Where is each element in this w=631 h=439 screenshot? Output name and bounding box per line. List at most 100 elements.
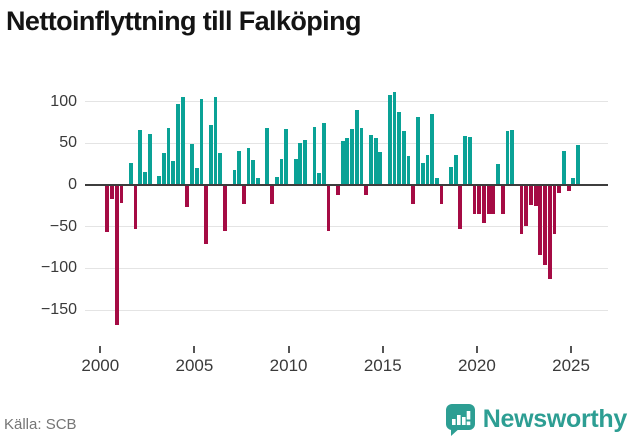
bar-2012q4 [340, 140, 345, 185]
bar-2021q2 [500, 186, 505, 215]
bar-2014q1 [364, 186, 369, 196]
bar-2000q4 [114, 186, 119, 326]
gridline [85, 267, 608, 269]
bar-2005q4 [208, 125, 213, 185]
bar-2025q1 [571, 177, 576, 185]
bar-2011q3 [317, 172, 322, 185]
bar-2017q4 [434, 177, 439, 185]
bar-2000q3 [110, 186, 114, 199]
bar-2007q1 [232, 170, 237, 185]
zero-axis-line [85, 184, 608, 186]
plot-area [85, 85, 608, 340]
bar-2013q3 [354, 110, 359, 185]
bar-2005q3 [204, 186, 209, 245]
bar-2014q4 [378, 151, 383, 185]
bar-2017q1 [420, 162, 425, 185]
bar-2015q4 [397, 111, 402, 185]
bar-2009q2 [274, 176, 279, 185]
bar-2003q4 [171, 160, 176, 185]
x-tick-mark [193, 346, 196, 353]
bar-2025q2 [576, 145, 580, 185]
bar-2019q1 [458, 186, 463, 230]
x-tick-label: 2005 [175, 356, 214, 375]
bar-2011q2 [312, 126, 317, 185]
bar-2023q3 [543, 186, 547, 266]
bar-2012q3 [336, 186, 340, 196]
bar-2023q2 [538, 186, 543, 256]
bar-2020q1 [477, 186, 482, 215]
bar-2016q1 [401, 130, 406, 185]
gridline [85, 226, 608, 228]
bar-2001q3 [128, 163, 133, 185]
y-tick-label: −100 [40, 259, 77, 277]
y-tick-label: −50 [49, 217, 77, 235]
bar-2004q4 [190, 144, 194, 185]
bar-2021q1 [496, 164, 500, 185]
bar-2002q1 [138, 130, 143, 185]
bar-2008q2 [256, 178, 260, 185]
bar-2024q2 [557, 186, 562, 193]
bar-2001q1 [119, 186, 124, 203]
bar-2017q3 [430, 114, 435, 185]
bar-2016q3 [411, 186, 416, 204]
bar-2023q4 [547, 186, 552, 279]
bar-2002q2 [143, 171, 147, 185]
x-tick-mark [475, 346, 478, 353]
x-tick-label: 2015 [363, 356, 402, 375]
x-tick-mark [381, 346, 384, 353]
bar-2006q3 [223, 186, 227, 231]
bar-2023q1 [533, 186, 538, 206]
bar-2013q1 [345, 137, 350, 185]
bar-2020q2 [482, 186, 486, 223]
bar-2002q3 [147, 134, 152, 185]
bar-2024q4 [566, 186, 571, 191]
bar-2007q2 [237, 150, 241, 185]
gridline [85, 309, 608, 311]
bar-2006q2 [218, 153, 223, 185]
bar-2014q3 [373, 137, 378, 185]
bar-2019q2 [463, 135, 467, 185]
bar-2012q1 [326, 186, 331, 231]
bar-2000q2 [105, 186, 110, 232]
x-tick-label: 2020 [457, 356, 496, 375]
bar-2019q3 [467, 136, 472, 185]
bar-2017q2 [425, 155, 430, 185]
bar-2007q4 [246, 147, 251, 185]
bar-2010q3 [298, 142, 303, 185]
bar-2003q2 [161, 153, 166, 185]
bar-2010q2 [293, 159, 298, 185]
bar-2005q2 [199, 99, 204, 185]
bar-2004q3 [185, 186, 190, 207]
bar-2010q4 [303, 140, 307, 185]
bar-2016q2 [406, 155, 411, 185]
y-tick-label: 0 [68, 176, 77, 193]
y-tick-label: 100 [50, 92, 77, 110]
bar-2021q3 [505, 130, 510, 185]
bar-2020q3 [486, 186, 491, 214]
bar-2009q1 [270, 186, 274, 204]
bar-2003q1 [157, 175, 161, 185]
bar-2007q3 [241, 186, 246, 204]
x-tick-mark [99, 346, 102, 353]
bar-2020q4 [491, 186, 496, 215]
bar-2018q1 [439, 186, 444, 205]
bar-2018q3 [449, 166, 453, 185]
bar-2005q1 [194, 168, 199, 185]
brand-name: Newsworthy [482, 405, 628, 433]
bar-2003q3 [166, 128, 171, 185]
gridline [85, 101, 608, 103]
source-caption: Källa: SCB [4, 416, 77, 433]
y-tick-label: −150 [40, 301, 77, 318]
bar-2016q4 [416, 116, 420, 185]
bar-2022q4 [529, 186, 533, 206]
x-tick-label: 2010 [269, 356, 308, 375]
bar-2019q4 [472, 186, 477, 215]
bar-2018q4 [453, 155, 458, 185]
bar-2022q2 [519, 186, 524, 234]
bar-2013q2 [350, 129, 354, 185]
bar-2001q4 [133, 186, 138, 230]
bar-2004q2 [180, 96, 185, 185]
x-tick-mark [570, 346, 573, 353]
newsworthy-icon [445, 403, 476, 436]
